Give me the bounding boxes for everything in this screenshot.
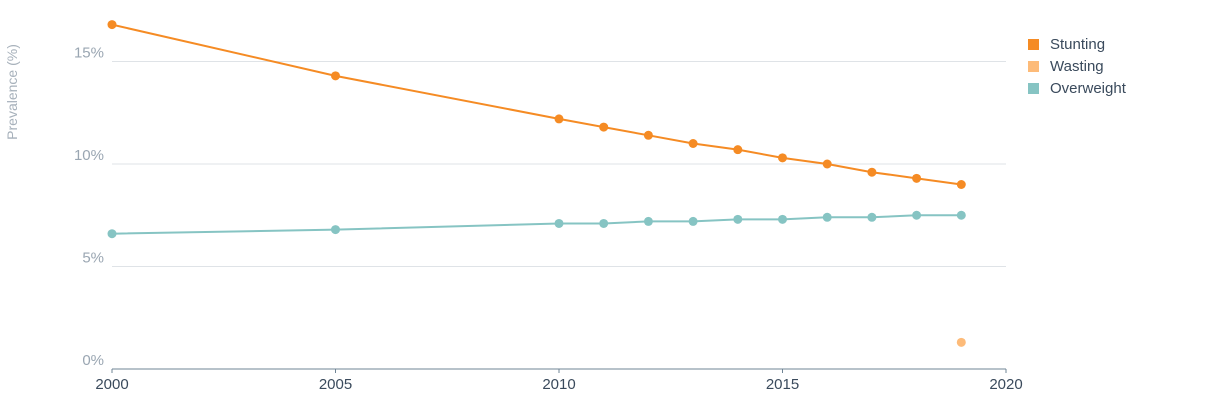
data-point-overweight[interactable] [912, 210, 922, 220]
legend: Stunting Wasting Overweight [1028, 33, 1126, 99]
data-point-overweight[interactable] [822, 212, 832, 222]
data-point-stunting[interactable] [599, 122, 609, 132]
data-point-overweight[interactable] [688, 216, 698, 226]
data-point-wasting[interactable] [956, 337, 966, 347]
data-point-overweight[interactable] [107, 229, 117, 239]
data-point-stunting[interactable] [107, 20, 117, 30]
data-point-stunting[interactable] [778, 153, 787, 163]
legend-item-stunting[interactable]: Stunting [1028, 33, 1126, 55]
data-point-overweight[interactable] [643, 216, 653, 226]
y-tick-label: 10% [74, 147, 104, 164]
legend-label: Wasting [1050, 57, 1104, 75]
legend-item-wasting[interactable]: Wasting [1028, 55, 1126, 77]
data-point-stunting[interactable] [867, 167, 877, 177]
data-point-stunting[interactable] [331, 71, 340, 81]
data-point-stunting[interactable] [822, 159, 832, 169]
legend-swatch [1028, 60, 1039, 72]
x-tick-label: 2015 [766, 376, 799, 393]
axis-layer: 0% 5% 10% 15% 2000 2005 2010 2015 2020 Prevalence… [4, 44, 1023, 393]
data-point-overweight[interactable] [867, 212, 877, 222]
data-point-overweight[interactable] [331, 225, 340, 235]
legend-label: Stunting [1050, 35, 1106, 53]
y-axis-label: Prevalence (%) [4, 44, 20, 140]
series-line-overweight [111, 214, 962, 235]
data-point-stunting[interactable] [912, 173, 922, 183]
data-point-overweight[interactable] [599, 218, 609, 228]
series-line-stunting [111, 23, 962, 186]
data-point-stunting[interactable] [956, 180, 966, 189]
legend-item-overweight[interactable]: Overweight [1028, 77, 1126, 99]
legend-label: Overweight [1050, 79, 1126, 97]
data-point-overweight[interactable] [733, 214, 743, 224]
legend-swatch [1028, 82, 1039, 94]
x-tick-label: 2010 [542, 376, 575, 393]
legend-swatch [1028, 38, 1039, 50]
data-point-stunting[interactable] [643, 130, 653, 140]
series-layer [107, 20, 966, 347]
y-tick-label: 15% [74, 45, 104, 62]
x-tick-label: 2000 [95, 376, 128, 393]
data-point-stunting[interactable] [554, 114, 564, 124]
y-tick-label: 0% [82, 352, 104, 369]
data-point-stunting[interactable] [733, 145, 743, 155]
data-point-overweight[interactable] [956, 210, 966, 220]
data-point-overweight[interactable] [554, 218, 564, 228]
grid-layer [112, 61, 1006, 267]
data-point-stunting[interactable] [688, 139, 698, 148]
y-tick-label: 5% [82, 250, 104, 267]
x-tick-label: 2005 [319, 376, 352, 393]
data-point-overweight[interactable] [778, 214, 787, 224]
x-tick-label: 2020 [989, 376, 1022, 393]
